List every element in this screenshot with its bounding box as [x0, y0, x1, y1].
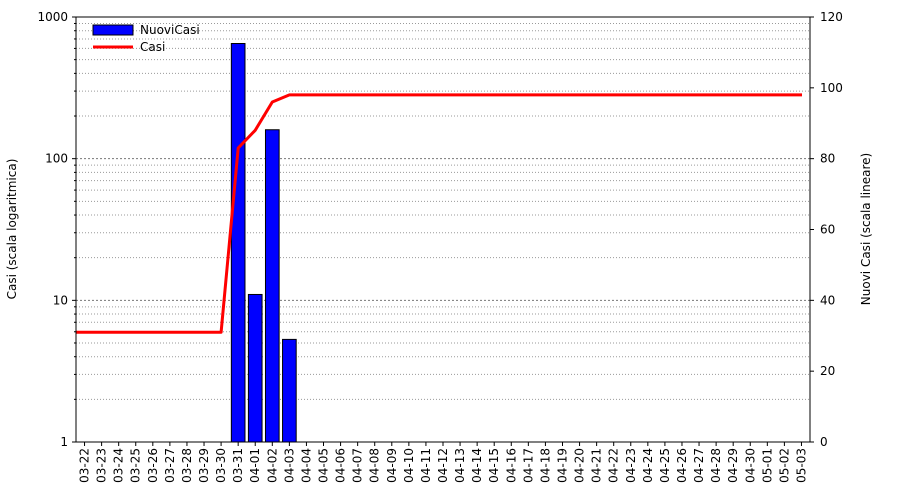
right-axis-title: Nuovi Casi (scala lineare) [859, 153, 873, 305]
x-tick-label: 04-12 [436, 448, 450, 483]
x-tick-label: 04-15 [487, 448, 501, 483]
right-axis-ticks: 0 20 40 60 80 100 120 [810, 10, 843, 449]
bar-04-02 [264, 129, 280, 443]
right-tick-label: 120 [820, 10, 843, 24]
left-tick-label: 10 [53, 293, 68, 307]
x-tick-label: 03-29 [197, 448, 211, 483]
x-tick-label: 04-04 [299, 448, 313, 483]
legend-swatch-nuovicasi [92, 24, 134, 36]
x-tick-label: 04-29 [726, 448, 740, 483]
line-casi [76, 93, 802, 334]
left-tick-label: 1 [60, 435, 68, 449]
left-axis-ticks: 1 10 100 1000 [37, 10, 76, 449]
x-tick-label: 03-23 [95, 448, 109, 483]
left-axis-title: Casi (scala logaritmica) [5, 159, 19, 300]
x-tick-label: 03-26 [146, 448, 160, 483]
x-tick-label: 04-28 [709, 448, 723, 483]
x-tick-label: 04-18 [538, 448, 552, 483]
x-tick-label: 04-02 [265, 448, 279, 483]
right-tick-label: 60 [820, 223, 835, 237]
x-tick-label: 04-22 [607, 448, 621, 483]
x-tick-label: 04-09 [385, 448, 399, 483]
right-tick-label: 20 [820, 364, 835, 378]
left-tick-label: 1000 [37, 10, 68, 24]
x-tick-label: 04-07 [351, 448, 365, 483]
x-tick-label: 04-13 [453, 448, 467, 483]
x-tick-label: 04-24 [641, 448, 655, 483]
x-tick-label: 04-08 [368, 448, 382, 483]
x-tick-label: 04-14 [470, 448, 484, 483]
x-tick-label: 04-23 [624, 448, 638, 483]
x-tick-label: 04-27 [692, 448, 706, 483]
legend-label-casi: Casi [140, 40, 165, 54]
x-tick-label: 05-02 [777, 448, 791, 483]
x-tick-label: 03-22 [78, 448, 92, 483]
legend: NuoviCasi Casi [92, 23, 200, 54]
x-tick-label: 04-06 [334, 448, 348, 483]
line-series-casi [76, 93, 802, 334]
x-tick-label: 03-30 [214, 448, 228, 483]
x-tick-label: 03-24 [112, 448, 126, 483]
x-tick-label: 04-21 [590, 448, 604, 483]
x-tick-label: 04-17 [521, 448, 535, 483]
right-tick-label: 40 [820, 293, 835, 307]
x-tick-label: 04-16 [504, 448, 518, 483]
right-tick-label: 0 [820, 435, 828, 449]
x-tick-label: 03-25 [129, 448, 143, 483]
x-tick-label: 04-30 [743, 448, 757, 483]
right-tick-label: 80 [820, 152, 835, 166]
left-tick-label: 100 [45, 152, 68, 166]
bar-04-01 [247, 293, 263, 443]
x-tick-label: 03-27 [163, 448, 177, 483]
x-tick-label: 04-26 [675, 448, 689, 483]
right-tick-label: 100 [820, 81, 843, 95]
legend-label-nuovicasi: NuoviCasi [140, 23, 200, 37]
x-tick-label: 03-28 [180, 448, 194, 483]
x-tick-label: 04-03 [282, 448, 296, 483]
bar-03-31 [230, 43, 246, 443]
x-tick-label: 04-19 [555, 448, 569, 483]
x-tick-label: 04-25 [658, 448, 672, 483]
x-tick-label: 03-31 [231, 448, 245, 483]
x-tick-label: 04-11 [419, 448, 433, 483]
x-tick-label: 04-10 [402, 448, 416, 483]
x-tick-label: 05-01 [760, 448, 774, 483]
x-tick-label: 04-05 [317, 448, 331, 483]
x-tick-label: 05-03 [794, 448, 808, 483]
x-axis-ticks: 03-22 03-23 03-24 03-25 03-26 03-27 03-28 03-29… [78, 442, 808, 483]
grid-lines [76, 22, 810, 400]
x-tick-label: 04-20 [573, 448, 587, 483]
x-tick-label: 04-01 [248, 448, 262, 483]
bar-04-03 [282, 338, 297, 443]
